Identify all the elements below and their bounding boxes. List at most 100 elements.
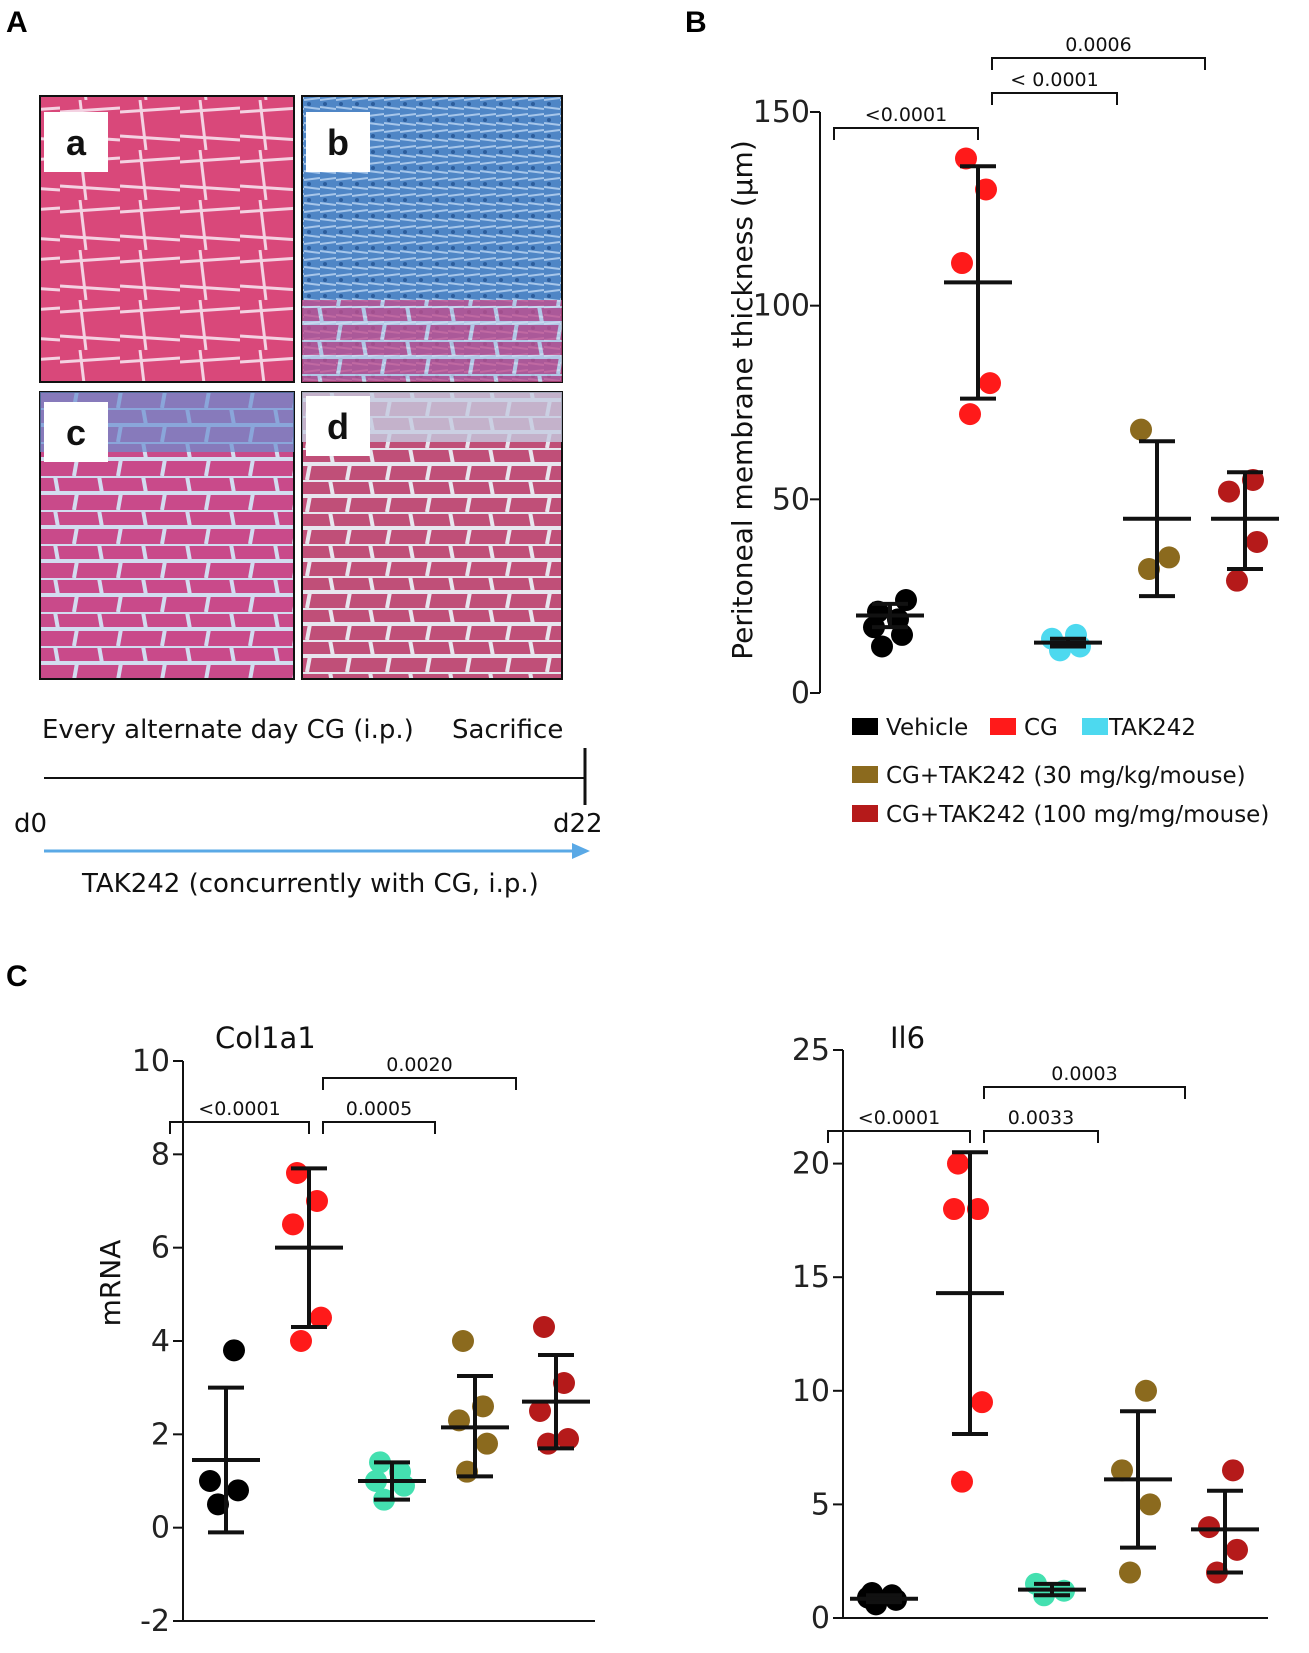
data-point [955,147,977,170]
data-point [1158,546,1180,569]
y-tick-label: 2 [151,1417,170,1452]
data-group [358,1451,426,1511]
chart-col1a1: -2 0 2 4 6 8 10 mRNA Col1a1 <0.0001 0.0005 0.0020 [94,1021,595,1639]
y-tick-label: 50 [772,482,810,517]
data-point [290,1330,312,1352]
data-point [1242,468,1264,491]
data-point [943,1198,965,1221]
y-tick-label: 25 [792,1033,830,1068]
data-point [1218,480,1240,503]
chart-peritoneal-thickness: 0 50 100 150 Peritoneal membrane thickness (… [726,34,1279,711]
significance-bracket: 0.0033 [983,1107,1099,1143]
data-point [959,403,981,426]
p-value-label: 0.0005 [346,1098,412,1120]
data-point [951,1470,973,1493]
y-axis-label: mRNA [94,1240,127,1327]
micrograph-letter: b [327,122,349,163]
bracket-line [833,127,979,140]
legend-swatch [852,805,878,822]
data-point [1246,530,1268,553]
data-group [192,1339,260,1535]
data-point [1198,1516,1220,1539]
data-group [936,1150,1004,1493]
data-point [1130,418,1152,441]
data-point [971,1391,993,1414]
data-group [1123,418,1191,599]
data-point [895,589,917,612]
data-point [553,1372,575,1394]
panel-label-b: B [685,6,707,39]
data-point [472,1395,494,1418]
legend-item: CG+TAK242 (30 mg/kg/mouse) [852,763,1246,789]
data-point [979,372,1001,395]
micrograph-a: a [39,95,295,383]
p-value-label: < 0.0001 [1010,69,1098,91]
data-point [1139,1493,1161,1516]
data-point [947,1152,969,1175]
legend-item: CG+TAK242 (100 mg/mg/mouse) [852,802,1269,828]
y-tick-label: 15 [792,1260,830,1295]
timeline-end: d22 [553,809,603,839]
bracket-line [991,92,1118,105]
p-value-label: 0.0003 [1051,1063,1117,1085]
data-point [1222,1459,1244,1482]
timeline-top-left: Every alternate day CG (i.p.) [42,715,414,745]
y-tick-label: 0 [811,1601,830,1636]
y-axis-label: Peritoneal membrane thickness (µm) [726,140,759,660]
significance-bracket: 0.0020 [322,1054,517,1090]
chart-title: Il6 [890,1021,925,1055]
data-point [227,1479,249,1502]
data-point [1135,1379,1157,1402]
y-tick-label: 100 [753,289,810,324]
data-point [975,178,997,201]
data-group [522,1316,590,1455]
y-tick-label: 10 [792,1374,830,1409]
legend-label: TAK242 [1108,715,1196,741]
data-group [441,1330,509,1483]
timeline-arrow-label: TAK242 (concurrently with CG, i.p.) [81,869,539,899]
data-point [871,635,893,658]
p-value-label: <0.0001 [865,104,947,126]
significance-bracket: <0.0001 [833,104,979,140]
legend-item: TAK242 [1082,715,1196,741]
y-tick-label: 0 [151,1511,170,1546]
micrograph-b: b [301,95,563,383]
p-value-label: <0.0001 [198,1098,280,1120]
timeline-top-right: Sacrifice [452,715,563,745]
y-tick-label: 4 [151,1324,170,1359]
data-point [1226,569,1248,592]
significance-bracket: <0.0001 [827,1107,971,1143]
y-tick-label: -2 [140,1604,170,1639]
timeline-start: d0 [14,809,47,839]
data-group [1034,623,1102,662]
y-tick-label: 5 [811,1487,830,1522]
bracket-line [169,1121,310,1134]
data-point [286,1162,308,1184]
bracket-line [991,57,1206,70]
timeline-arrow-head [572,843,590,859]
bracket-line [322,1121,436,1134]
bracket-line [983,1130,1099,1143]
y-tick-label: 6 [151,1231,170,1266]
data-group [1104,1379,1172,1584]
micrograph-letter: c [66,412,86,453]
data-point [306,1190,328,1212]
data-group [850,1582,918,1616]
legend-swatch [852,718,878,735]
legend-label: CG [1024,715,1058,741]
p-value-label: <0.0001 [858,1107,940,1129]
data-point [389,1460,411,1483]
bracket-line [322,1077,517,1090]
data-point [967,1198,989,1221]
data-group [275,1162,343,1352]
bracket-line [983,1086,1186,1099]
y-tick-label: 8 [151,1137,170,1172]
bracket-line [827,1130,971,1143]
p-value-label: 0.0006 [1065,34,1131,56]
significance-bracket: < 0.0001 [991,69,1118,105]
timeline: Every alternate day CG (i.p.) Sacrifice … [14,715,603,899]
legend-label: CG+TAK242 (100 mg/mg/mouse) [886,802,1269,828]
legend-swatch [852,766,878,783]
data-point [223,1339,245,1362]
